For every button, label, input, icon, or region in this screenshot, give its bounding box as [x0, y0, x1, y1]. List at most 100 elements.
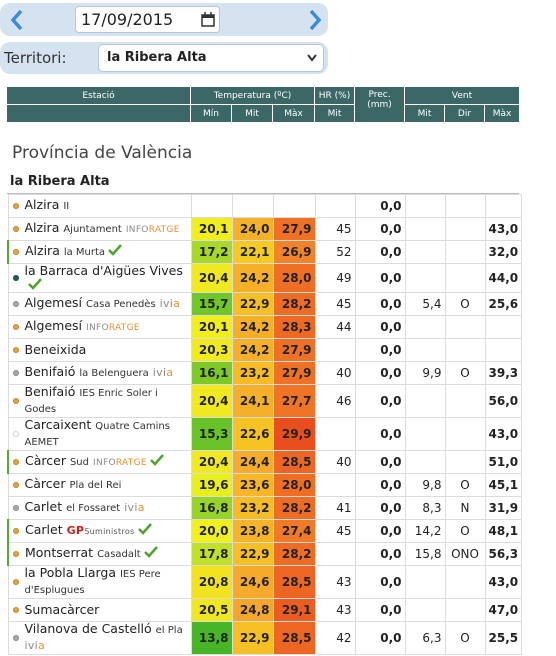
- value-cell: 41: [314, 496, 356, 520]
- value-cell: [404, 194, 446, 218]
- station-row: Càrcer Pla del Rei 19,6 23,6 28,0 0,0 9,8 O 45,…: [7, 473, 523, 497]
- value-cell: 25,5: [484, 621, 523, 655]
- check-icon: [27, 278, 42, 290]
- station-name: Càrcer: [25, 453, 66, 468]
- value-cell: 43: [314, 565, 356, 599]
- check-icon: [137, 523, 152, 535]
- value-cell: 49: [314, 263, 356, 293]
- station-name-cell: Algemesí INFORATGE: [7, 315, 192, 339]
- value-cell: 46: [314, 384, 356, 418]
- logo-part: INFO: [86, 323, 109, 333]
- value-cell: O: [444, 292, 486, 316]
- station-name-cell: Càrcer Pla del Rei: [7, 473, 192, 497]
- station-name-cell: Beneixida: [7, 338, 192, 362]
- station-name: Benifaió: [24, 384, 76, 399]
- value-cell: [314, 338, 356, 362]
- value-cell: [444, 450, 486, 474]
- value-cell: [444, 338, 486, 362]
- logo-part: ivi: [24, 639, 39, 652]
- station-name: Carlet: [24, 499, 63, 514]
- value-cell: 22,9: [231, 621, 274, 655]
- value-cell: 23,8: [231, 519, 274, 543]
- value-cell: [404, 263, 446, 293]
- value-cell: [404, 565, 446, 599]
- status-dot: [12, 275, 19, 281]
- value-cell: [404, 450, 446, 474]
- value-cell: 25,6: [484, 292, 523, 316]
- value-cell: 27,9: [272, 217, 316, 241]
- station-name-cell: Alzira la Murta: [7, 240, 192, 264]
- value-cell: [314, 417, 356, 451]
- station-row: la Barraca d'Aigües Vives 20,4 24,2 28,0 49 0…: [7, 263, 523, 293]
- value-cell: 27,9: [272, 361, 316, 385]
- value-cell: 20,1: [190, 315, 233, 339]
- network-logo: ivia: [24, 639, 46, 652]
- logo-part: ivi: [159, 297, 174, 310]
- value-cell: 0,0: [354, 565, 406, 599]
- value-cell: 28,2: [272, 496, 316, 520]
- value-cell: [444, 565, 486, 599]
- value-cell: 8,3: [404, 496, 446, 520]
- value-cell: O: [444, 621, 486, 655]
- station-sub: IES Enric Soler i Godes: [24, 388, 158, 415]
- station-name: Alzira: [25, 243, 60, 258]
- value-cell: 24,2: [231, 315, 274, 339]
- station-row: Alzira II 0,0: [7, 194, 523, 218]
- value-cell: [444, 417, 486, 451]
- value-cell: 0,0: [354, 292, 406, 316]
- value-cell: 9,9: [404, 361, 446, 385]
- station-name: Carcaixent: [24, 417, 92, 432]
- value-cell: 20,3: [190, 338, 233, 362]
- station-row: Carlet el Fossaret ivia 16,8 23,2 28,2 41 0,0…: [7, 496, 523, 520]
- value-cell: 45,1: [484, 473, 523, 497]
- status-dot: [12, 347, 19, 353]
- value-cell: 43,0: [484, 417, 523, 451]
- value-cell: 24,0: [231, 217, 274, 241]
- header-cell: Màx: [273, 105, 314, 122]
- value-cell: 22,1: [231, 240, 274, 264]
- value-cell: 28,5: [272, 565, 316, 599]
- value-cell: 20,4: [190, 450, 233, 474]
- station-name: Benifaió: [24, 364, 76, 379]
- value-cell: 6,3: [404, 621, 446, 655]
- value-cell: 17,2: [190, 240, 233, 264]
- value-cell: [444, 384, 486, 418]
- station-row: Carcaixent Quatre Camins AEMET 15,3 22,6 29…: [7, 417, 523, 451]
- status-dot: [12, 431, 19, 437]
- value-cell: 42: [314, 621, 356, 655]
- station-sub: el Fossaret: [66, 503, 121, 514]
- status-dot: [12, 370, 19, 376]
- value-cell: 28,3: [272, 315, 316, 339]
- value-cell: 56,3: [484, 542, 523, 566]
- value-cell: [484, 194, 523, 218]
- prev-day[interactable]: [8, 8, 26, 32]
- date-input[interactable]: 17/09/2015: [75, 6, 220, 33]
- header-cell: HR (%): [315, 87, 354, 104]
- value-cell: [314, 194, 356, 218]
- value-cell: 29,1: [272, 598, 316, 622]
- station-row: Alzira la Murta 17,2 22,1 26,9 52 0,0 32,0: [7, 240, 523, 264]
- value-cell: 19,6: [190, 473, 233, 497]
- territory-select[interactable]: la Ribera Alta: [98, 44, 324, 72]
- value-cell: 28,0: [272, 263, 316, 293]
- header-cell: Mit: [405, 105, 444, 122]
- station-name-cell: Alzira Ajuntament INFORATGE: [7, 217, 192, 241]
- value-cell: 28,2: [272, 292, 316, 316]
- value-cell: 20,8: [190, 565, 233, 599]
- next-day[interactable]: [306, 8, 324, 32]
- section-title: Província de València: [12, 143, 193, 163]
- station-name: Càrcer: [24, 476, 66, 491]
- value-cell: 22,9: [231, 292, 274, 316]
- value-cell: [404, 217, 446, 241]
- value-cell: 0,0: [354, 598, 406, 622]
- station-name-cell: Benifaió IES Enric Soler i Godes: [7, 384, 192, 418]
- value-cell: 0,0: [354, 338, 406, 362]
- value-cell: 0,0: [354, 417, 406, 451]
- value-cell: 0,0: [354, 519, 406, 543]
- value-cell: 28,5: [272, 450, 316, 474]
- value-cell: 20,4: [190, 263, 233, 293]
- value-cell: 5,4: [404, 292, 446, 316]
- status-dot: [13, 459, 19, 465]
- logo-part: a: [38, 639, 46, 652]
